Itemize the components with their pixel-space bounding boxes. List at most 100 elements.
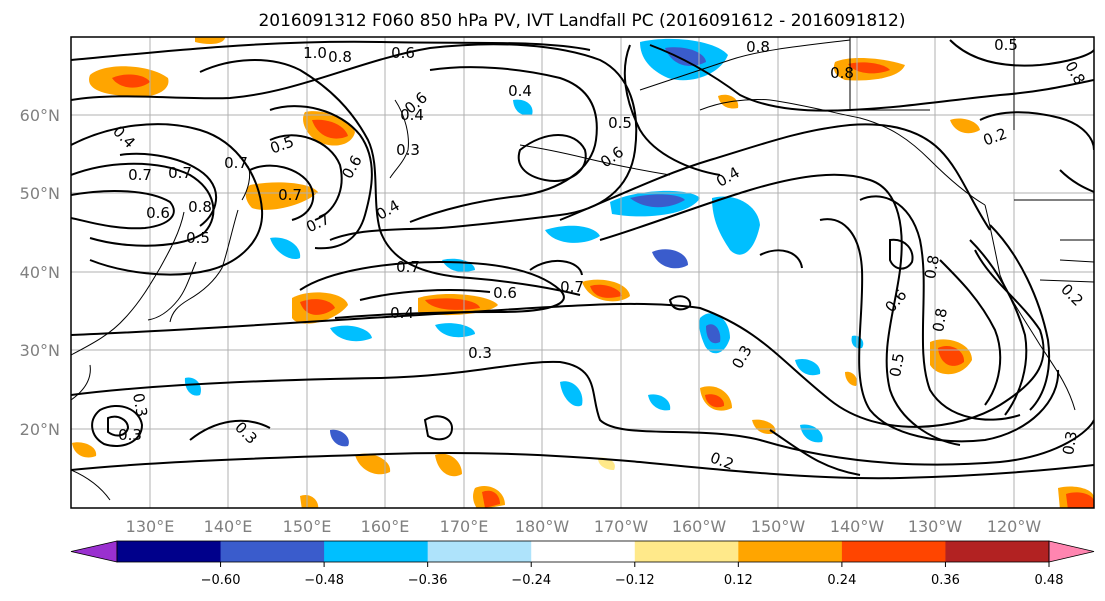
coastline-kamchatka <box>389 99 409 179</box>
lon-label: 140°W <box>830 517 885 536</box>
lat-label: 60°N <box>20 106 60 125</box>
contour-label: 0.5 <box>186 229 210 247</box>
anomaly-negative <box>513 99 533 116</box>
contour-label: 0.6 <box>391 44 415 62</box>
contour-label: 0.8 <box>830 64 854 82</box>
anomaly-positive <box>435 453 462 477</box>
lon-label: 130°W <box>908 517 963 536</box>
contour-label: 0.3 <box>468 344 492 362</box>
anomaly-positive <box>950 118 980 134</box>
anomaly-positive <box>355 453 391 475</box>
map-panel: 1.0 0.8 0.6 0.80.50.60.80.50.40.40.60.20.70… <box>70 36 1095 509</box>
contour-label: 0.8 <box>188 198 212 216</box>
lon-label: 120°W <box>987 517 1042 536</box>
lon-label: 180°W <box>515 517 570 536</box>
figure-title: 2016091312 F060 850 hPa PV, IVT Landfall… <box>258 11 905 31</box>
coastlines <box>71 37 1094 501</box>
lat-label: 20°N <box>20 420 60 439</box>
lon-label: 170°E <box>440 517 489 536</box>
contour-label: 1.0 <box>303 44 327 62</box>
colorbar-tick-label: −0.36 <box>408 573 448 588</box>
contour-label: 0.8 <box>328 48 352 66</box>
anomaly-positive <box>245 182 318 210</box>
colorbar-tick-label: 0.36 <box>931 573 960 588</box>
pv-contours <box>71 39 1094 480</box>
lon-label: 150°E <box>283 517 332 536</box>
colorbar-extend-min <box>70 540 118 563</box>
anomaly-positive <box>72 442 97 458</box>
lon-label: 140°E <box>204 517 253 536</box>
contour-label: 0.3 <box>396 141 420 159</box>
colorbar-tick-label: 0.48 <box>1035 573 1064 588</box>
colorbar-segment <box>427 541 532 562</box>
anomaly-negative <box>435 323 475 338</box>
anomaly-negative <box>545 225 600 243</box>
lon-label: 150°W <box>751 517 806 536</box>
contour-label: 0.5 <box>886 352 908 379</box>
lon-label: 160°E <box>361 517 410 536</box>
anomaly-negative <box>712 196 760 255</box>
lon-label: 160°W <box>672 517 727 536</box>
lon-label: 170°W <box>594 517 649 536</box>
contour-label: 0.7 <box>168 164 192 182</box>
colorbar-segment <box>634 541 739 562</box>
contour-label: 0.8 <box>921 254 943 281</box>
coastline-korea <box>147 261 197 321</box>
colorbar-segment <box>945 541 1050 562</box>
anomaly-negative <box>560 381 583 407</box>
coastline-japan <box>169 209 239 323</box>
anomaly-negative <box>652 249 688 269</box>
colorbar-tick-label: −0.24 <box>511 573 551 588</box>
anomaly-positive <box>195 37 225 45</box>
colorbar-segment <box>841 541 946 562</box>
contour-label: 0.5 <box>994 36 1018 54</box>
contour-label: 0.7 <box>560 278 584 296</box>
contour-label: 0.7 <box>224 154 248 172</box>
colorbar: −0.60 −0.48 −0.36 −0.24 −0.12 0.12 0.24 0.36 0.4… <box>70 540 1095 588</box>
colorbar-tick-label: −0.48 <box>304 573 344 588</box>
anomaly-positive <box>845 371 858 386</box>
anomaly-negative <box>648 394 671 411</box>
colorbar-tick-label: −0.60 <box>201 573 241 588</box>
contour-label: 0.4 <box>400 106 424 124</box>
colorbar-segment <box>324 541 429 562</box>
map-frame <box>70 36 1095 509</box>
lat-label: 50°N <box>20 184 60 203</box>
contour-label: 0.4 <box>508 82 532 100</box>
coastline-alaska <box>639 39 851 91</box>
contour-label: 0.3 <box>118 426 142 444</box>
coastline-asia <box>71 211 185 356</box>
colorbar-tick-label: 0.12 <box>724 573 753 588</box>
contour-label: 0.8 <box>746 38 770 56</box>
colorbar-segment <box>117 541 222 562</box>
anomaly-negative <box>795 358 821 376</box>
colorbar-extend-max <box>1048 540 1095 563</box>
colorbar-outline <box>116 540 1050 563</box>
anomaly-positive <box>752 419 776 434</box>
longitude-labels: 130°E 140°E 150°E 160°E 170°E 180°W 170°… <box>126 517 1042 536</box>
contour-label: 0.5 <box>608 114 632 132</box>
contour-label: 0.6 <box>493 284 517 302</box>
colorbar-segment <box>738 541 843 562</box>
contour-label: 0.7 <box>396 258 420 276</box>
latitude-labels: 60°N 50°N 40°N 30°N 20°N <box>20 106 60 439</box>
colorbar-segment <box>220 541 325 562</box>
contour-label: 0.7 <box>278 186 302 204</box>
contour-label: 0.6 <box>146 204 170 222</box>
anomaly-positive <box>300 495 319 508</box>
colorbar-segment <box>531 541 636 562</box>
colorbar-tick-label: 0.24 <box>827 573 856 588</box>
anomaly-negative <box>330 429 349 447</box>
lon-label: 130°E <box>126 517 175 536</box>
anomaly-negative <box>330 325 372 342</box>
contour-label: 0.8 <box>929 307 951 334</box>
contour-label: 0.3 <box>1059 430 1081 457</box>
contour-label: 0.4 <box>390 304 414 322</box>
contour-label: 0.7 <box>128 166 152 184</box>
coastline-north-america <box>984 204 1076 411</box>
anomaly-negative <box>270 237 301 260</box>
anomaly-negative <box>184 377 201 396</box>
contour-label: 0.3 <box>129 392 151 419</box>
anomaly-positive <box>598 457 615 470</box>
